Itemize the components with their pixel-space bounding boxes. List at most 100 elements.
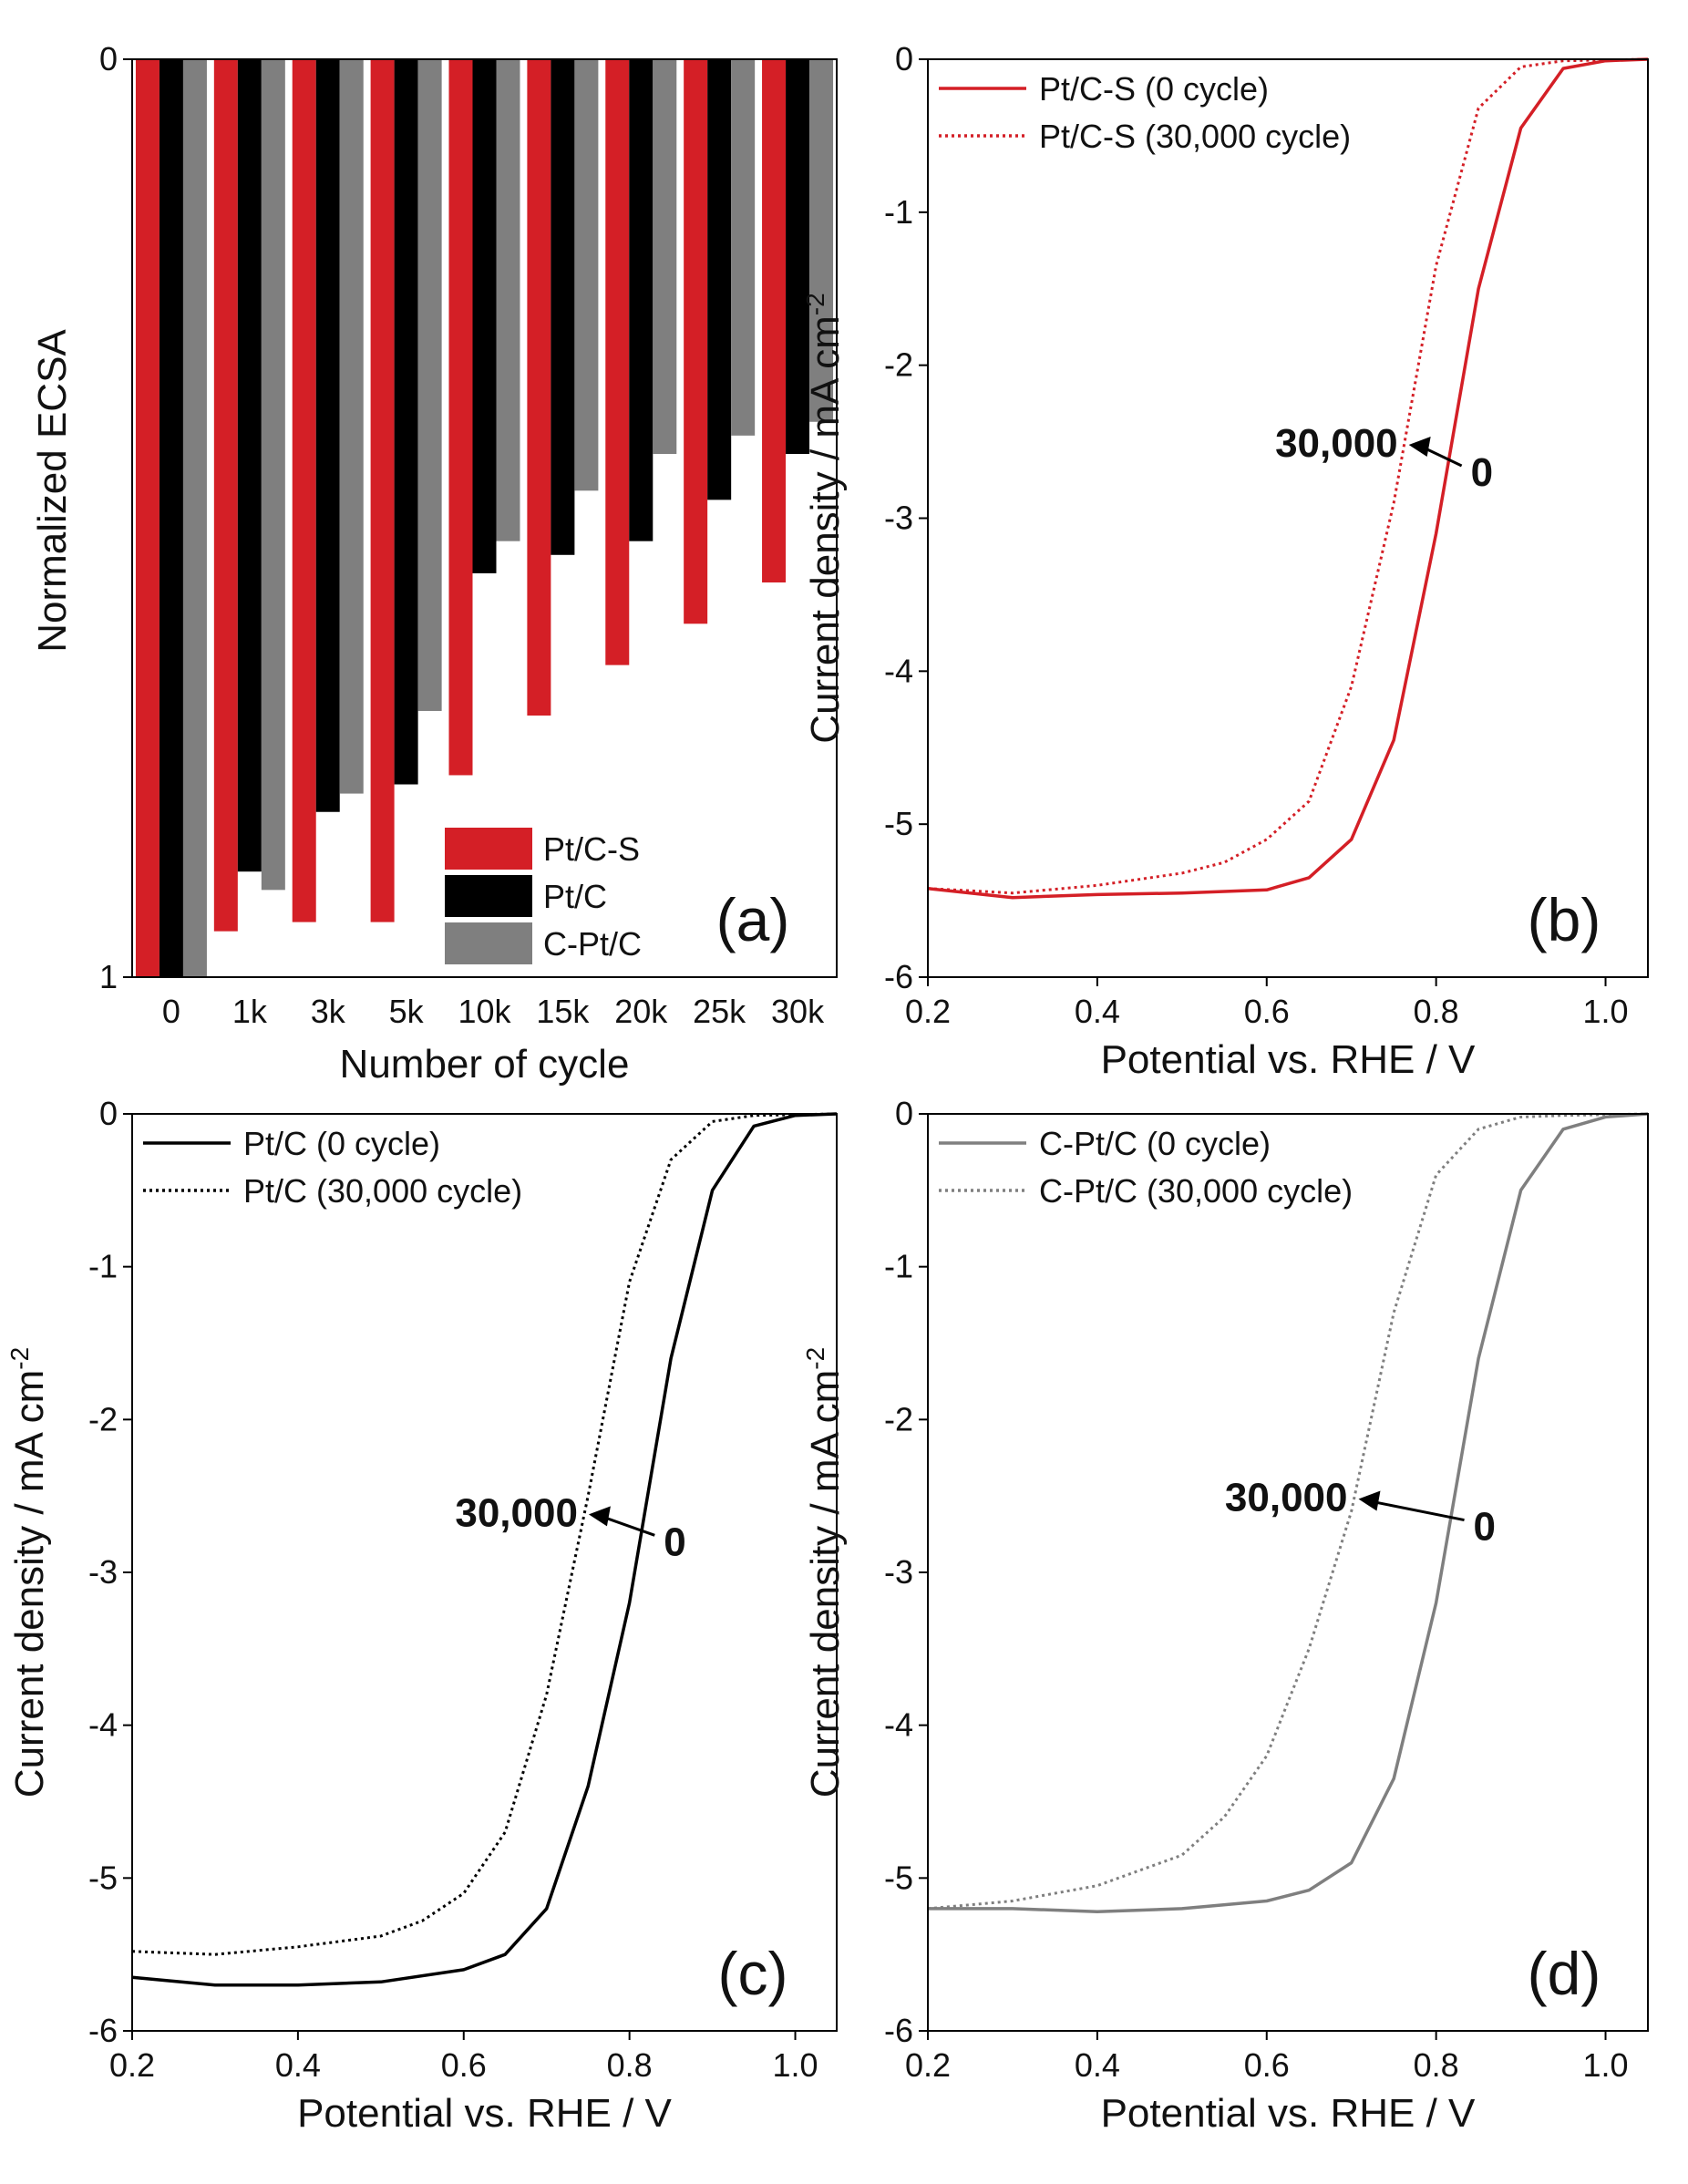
series-line-d-30000-cycle	[927, 1112, 1649, 1911]
bar-c-pt-c-30k	[809, 59, 834, 422]
y-tick-label-b-0: 0	[895, 40, 913, 77]
bar-c-pt-c-1k	[261, 59, 285, 891]
y-axis-title-b: Current density / mA cm-2	[801, 293, 848, 743]
x-axis-title-c: Potential vs. RHE / V	[297, 2091, 672, 2136]
y-tick-label-0: 0	[99, 40, 118, 77]
legend-label-b-0: Pt/C-S (0 cycle)	[1039, 70, 1269, 108]
panel-label-b: (b)	[1528, 886, 1601, 953]
x-tick-label-b-0.2: 0.2	[905, 993, 951, 1030]
legend-label-pt-c-s: Pt/C-S	[543, 830, 640, 868]
x-tick-label-d-0.6: 0.6	[1244, 2046, 1290, 2084]
y-tick-label-c-0: 0	[99, 1095, 118, 1132]
panel-a-frame	[131, 58, 838, 978]
x-tick-label-20k: 20k	[614, 993, 668, 1030]
bar-pt-c-s-25k	[684, 59, 708, 624]
legend-swatch-c-pt-c	[445, 922, 532, 964]
x-tick-label-c-1.0: 1.0	[773, 2046, 818, 2084]
bar-pt-c-0	[159, 59, 183, 977]
panel-label-d: (d)	[1528, 1940, 1601, 2007]
bar-pt-c-1k	[237, 59, 262, 872]
bar-c-pt-c-25k	[731, 59, 756, 436]
bar-pt-c-s-20k	[605, 59, 630, 665]
series-line-b-30000-cycle	[927, 57, 1649, 895]
x-tick-label-d-0.4: 0.4	[1075, 2046, 1120, 2084]
panel-b-frame	[927, 58, 1649, 978]
x-tick-label-3k: 3k	[311, 993, 346, 1030]
bar-pt-c-3k	[315, 59, 340, 812]
annotation-label-from-b: 0	[1471, 450, 1493, 495]
x-tick-label-d-1.0: 1.0	[1583, 2046, 1629, 2084]
y-tick-label-b--4: -4	[884, 652, 913, 689]
legend-label-c-1: Pt/C (30,000 cycle)	[243, 1172, 522, 1210]
x-tick-label-c-0.6: 0.6	[441, 2046, 487, 2084]
bar-pt-c-s-30k	[762, 59, 787, 582]
legend-label-d-1: C-Pt/C (30,000 cycle)	[1039, 1172, 1353, 1210]
bar-pt-c-15k	[551, 59, 575, 555]
bar-pt-c-s-3k	[292, 59, 316, 922]
annotation-label-to-c: 30,000	[455, 1490, 578, 1535]
y-tick-label-d--5: -5	[884, 1859, 913, 1896]
annotation-arrow-shaft-c	[602, 1515, 655, 1537]
x-tick-label-b-1.0: 1.0	[1583, 993, 1629, 1030]
x-axis-title-d: Potential vs. RHE / V	[1101, 2091, 1476, 2136]
bar-c-pt-c-5k	[417, 59, 442, 711]
y-tick-label-d--3: -3	[884, 1553, 913, 1591]
bar-c-pt-c-10k	[496, 59, 520, 541]
y-tick-label-d-0: 0	[895, 1095, 913, 1132]
x-tick-label-b-0.8: 0.8	[1414, 993, 1459, 1030]
annotation-label-from-d: 0	[1474, 1505, 1496, 1550]
y-tick-label-c--3: -3	[88, 1553, 118, 1591]
y-tick-label-c--6: -6	[88, 2012, 118, 2049]
x-tick-label-15k: 15k	[536, 993, 590, 1030]
y-tick-label-d--1: -1	[884, 1248, 913, 1285]
annotation-arrow-shaft-d	[1373, 1500, 1465, 1522]
x-tick-label-d-0.8: 0.8	[1414, 2046, 1459, 2084]
y-tick-label-b--1: -1	[884, 193, 913, 231]
x-tick-label-0: 0	[162, 993, 180, 1030]
y-axis-title-a: Normalized ECSA	[30, 329, 75, 653]
y-tick-label-c--4: -4	[88, 1706, 118, 1744]
panel-c-frame	[131, 1113, 838, 2032]
bar-pt-c-s-0	[135, 59, 160, 977]
legend-label-b-1: Pt/C-S (30,000 cycle)	[1039, 118, 1351, 155]
legend-label-pt-c: Pt/C	[543, 878, 607, 915]
legend-label-c-0: Pt/C (0 cycle)	[243, 1125, 440, 1162]
x-axis-title-b: Potential vs. RHE / V	[1101, 1037, 1476, 1082]
annotation-arrow-head-d	[1358, 1490, 1381, 1511]
y-tick-label-c--5: -5	[88, 1859, 118, 1896]
y-tick-label-1: 1	[99, 958, 118, 995]
y-tick-label-c--2: -2	[88, 1400, 118, 1437]
bar-pt-c-30k	[786, 59, 810, 455]
bar-c-pt-c-3k	[339, 59, 364, 794]
bar-pt-c-s-10k	[448, 59, 473, 776]
y-tick-label-b--3: -3	[884, 500, 913, 537]
series-line-b-0-cycle	[927, 57, 1649, 900]
annotation-arrow-head-c	[588, 1506, 611, 1527]
y-tick-label-d--2: -2	[884, 1400, 913, 1437]
y-tick-label-b--5: -5	[884, 805, 913, 842]
x-tick-label-25k: 25k	[693, 993, 746, 1030]
bar-pt-c-s-15k	[527, 59, 551, 716]
x-tick-label-c-0.8: 0.8	[607, 2046, 653, 2084]
y-tick-label-d--6: -6	[884, 2012, 913, 2049]
panel-label-c: (c)	[718, 1940, 788, 2007]
panel-label-a: (a)	[716, 886, 790, 953]
annotation-label-from-c: 0	[664, 1520, 685, 1564]
bar-pt-c-s-1k	[213, 59, 238, 932]
series-line-d-0-cycle	[928, 1112, 1649, 1913]
annotation-arrow-shaft-b	[1423, 446, 1463, 468]
legend-label-d-0: C-Pt/C (0 cycle)	[1039, 1125, 1271, 1162]
y-axis-title-c: Current density / mA cm-2	[5, 1347, 52, 1798]
series-line-c-0-cycle	[131, 1112, 838, 1987]
bar-pt-c-25k	[707, 59, 732, 500]
y-tick-label-d--4: -4	[884, 1706, 913, 1744]
y-tick-label-b--2: -2	[884, 346, 913, 384]
bar-c-pt-c-15k	[574, 59, 599, 491]
bar-c-pt-c-0	[182, 59, 207, 977]
annotation-arrow-head-b	[1408, 436, 1431, 457]
x-tick-label-30k: 30k	[771, 993, 825, 1030]
x-tick-label-5k: 5k	[389, 993, 425, 1030]
x-axis-title-a: Number of cycle	[340, 1042, 630, 1087]
panel-a-chart	[135, 59, 834, 977]
